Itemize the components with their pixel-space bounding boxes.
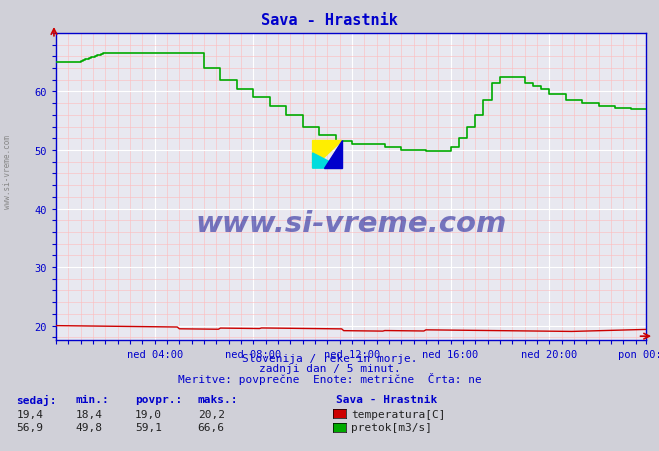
Text: maks.:: maks.: [198, 394, 238, 404]
Text: Sava - Hrastnik: Sava - Hrastnik [261, 13, 398, 28]
Text: 19,0: 19,0 [135, 409, 162, 419]
Text: 66,6: 66,6 [198, 423, 225, 433]
Text: www.si-vreme.com: www.si-vreme.com [3, 134, 13, 208]
Polygon shape [324, 141, 342, 169]
Text: 18,4: 18,4 [76, 409, 103, 419]
Polygon shape [312, 154, 342, 169]
Text: 59,1: 59,1 [135, 423, 162, 433]
Text: www.si-vreme.com: www.si-vreme.com [195, 210, 507, 238]
Text: min.:: min.: [76, 394, 109, 404]
Text: 56,9: 56,9 [16, 423, 43, 433]
Text: sedaj:: sedaj: [16, 394, 57, 405]
Text: Sava - Hrastnik: Sava - Hrastnik [336, 394, 438, 404]
Text: pretok[m3/s]: pretok[m3/s] [351, 423, 432, 433]
Polygon shape [312, 141, 342, 169]
Text: povpr.:: povpr.: [135, 394, 183, 404]
Text: zadnji dan / 5 minut.: zadnji dan / 5 minut. [258, 364, 401, 373]
Text: Meritve: povprečne  Enote: metrične  Črta: ne: Meritve: povprečne Enote: metrične Črta:… [178, 373, 481, 384]
Text: Slovenija / reke in morje.: Slovenija / reke in morje. [242, 354, 417, 364]
Text: 20,2: 20,2 [198, 409, 225, 419]
Text: 49,8: 49,8 [76, 423, 103, 433]
Text: 19,4: 19,4 [16, 409, 43, 419]
Text: temperatura[C]: temperatura[C] [351, 409, 445, 419]
